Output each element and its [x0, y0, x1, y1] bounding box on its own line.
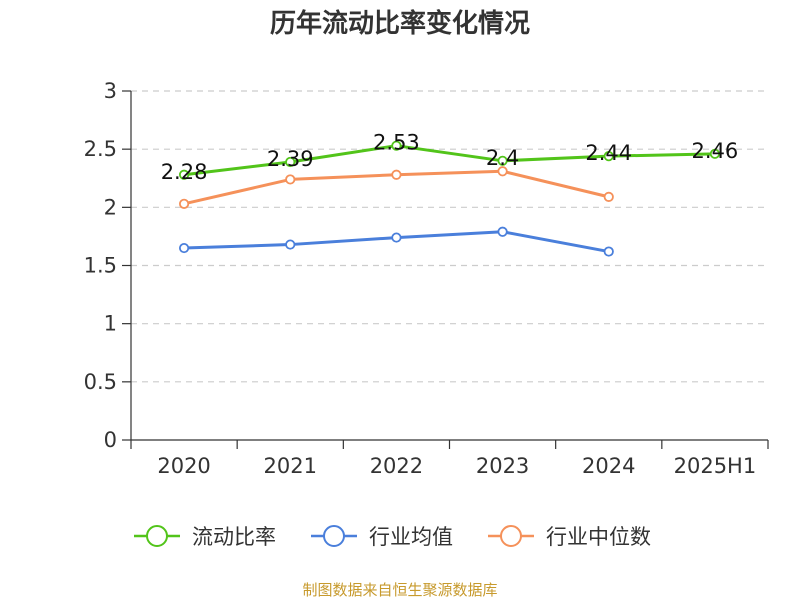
x-tick-label: 2020	[157, 454, 210, 478]
legend-item: 行业中位数	[488, 525, 651, 549]
data-label: 2.28	[161, 160, 208, 184]
data-point	[178, 242, 190, 254]
data-point	[709, 148, 721, 159]
y-tick-label: 0	[104, 428, 117, 452]
legend-item: 行业均值	[311, 525, 453, 549]
data-point	[285, 174, 296, 185]
data-point	[178, 169, 190, 180]
y-tick-label: 1.5	[84, 254, 117, 278]
data-point	[603, 246, 614, 257]
data-point	[603, 151, 614, 162]
y-tick-label: 0.5	[84, 370, 117, 394]
data-labels: 2.28 2.39 2.53 2.4 2.44 2.46	[161, 131, 739, 184]
x-tick-label: 2021	[264, 454, 317, 478]
x-tick-label: 2022	[370, 454, 423, 478]
y-tick-label: 3	[104, 79, 117, 103]
legend-marker-icon	[146, 525, 168, 547]
chart-title: 历年流动比率变化情况	[270, 8, 530, 39]
data-label: 2.53	[373, 131, 420, 155]
x-tick-label: 2023	[476, 454, 529, 478]
legend-label: 行业中位数	[546, 525, 651, 549]
series-line	[183, 144, 715, 177]
y-tick-label: 2.5	[84, 137, 117, 161]
data-point	[391, 140, 402, 151]
y-tick-label: 2	[104, 195, 117, 219]
legend-marker-icon	[500, 525, 522, 547]
data-point	[178, 198, 190, 209]
y-tick-label: 1	[104, 312, 117, 336]
data-point	[391, 232, 402, 243]
data-point	[497, 226, 508, 237]
source-note: 制图数据来自恒生聚源数据库	[302, 581, 497, 599]
x-tick-label: 2025H1	[674, 454, 757, 478]
data-point	[391, 169, 402, 180]
data-point	[497, 155, 508, 166]
legend-marker-icon	[323, 525, 345, 547]
legend-label: 行业均值	[369, 525, 453, 549]
data-label: 2.4	[486, 146, 519, 170]
data-label: 2.44	[585, 141, 632, 165]
series-layer	[178, 140, 721, 257]
data-label: 2.39	[267, 147, 314, 171]
data-point	[603, 191, 614, 202]
data-point	[285, 156, 296, 168]
legend-item: 流动比率	[134, 525, 276, 549]
data-point	[497, 166, 508, 177]
grid-lines	[131, 90, 768, 383]
legend: 流动比率 行业均值 行业中位数	[134, 525, 651, 549]
data-point	[285, 239, 296, 250]
x-tick-label: 2024	[582, 454, 635, 478]
legend-label: 流动比率	[192, 525, 276, 549]
data-label: 2.46	[692, 139, 739, 163]
